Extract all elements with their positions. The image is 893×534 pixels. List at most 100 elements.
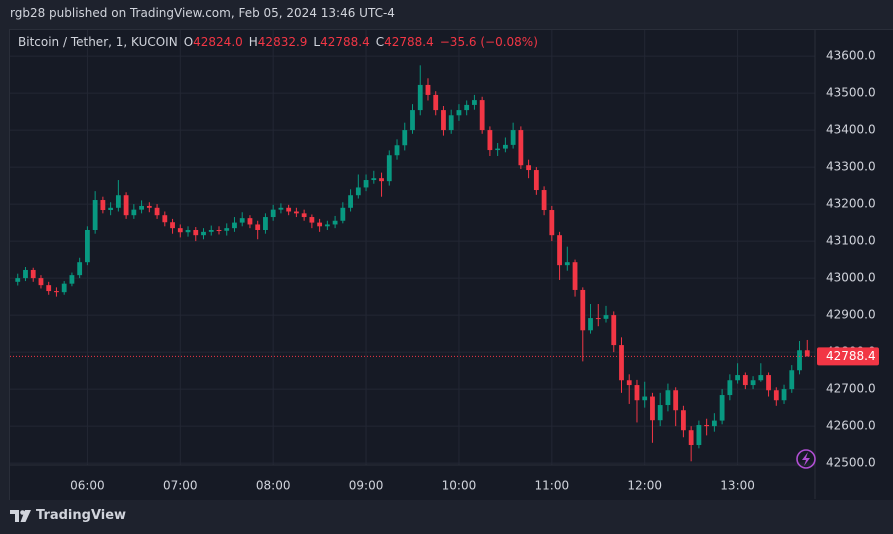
legend: Bitcoin / Tether, 1, KUCOIN O 42824.0 H 42… bbox=[18, 35, 538, 49]
alert-icon[interactable] bbox=[796, 449, 816, 469]
candle-body bbox=[681, 410, 686, 431]
candle-body bbox=[69, 275, 75, 284]
candle-body bbox=[665, 390, 671, 406]
candle-body bbox=[208, 230, 214, 232]
y-tick-label: 42700.0 bbox=[826, 382, 876, 396]
candle-body bbox=[549, 210, 555, 236]
candle-body bbox=[131, 209, 137, 216]
candle-body bbox=[479, 100, 485, 131]
candle-body bbox=[735, 375, 740, 381]
candle-body bbox=[572, 262, 578, 290]
y-tick-label: 43300.0 bbox=[826, 160, 876, 174]
candle-body bbox=[386, 155, 392, 182]
candle-body bbox=[108, 207, 114, 211]
y-tick-label: 43200.0 bbox=[826, 197, 876, 211]
y-tick-label: 42900.0 bbox=[826, 308, 876, 322]
x-tick-label: 11:00 bbox=[535, 479, 570, 493]
footer[interactable]: TradingView bbox=[10, 508, 126, 523]
candle-body bbox=[224, 228, 230, 231]
y-tick-label: 42600.0 bbox=[826, 419, 876, 433]
candle-body bbox=[394, 145, 400, 156]
candle-body bbox=[518, 130, 524, 166]
candle-body bbox=[185, 230, 191, 233]
y-tick-label: 43500.0 bbox=[826, 86, 876, 100]
candle-body bbox=[286, 207, 292, 212]
candle-body bbox=[410, 110, 415, 131]
candle-body bbox=[595, 318, 601, 320]
candle-body bbox=[781, 389, 787, 401]
candle-body bbox=[441, 110, 446, 131]
y-tick-label: 43600.0 bbox=[826, 49, 876, 63]
candle-body bbox=[564, 262, 570, 266]
candle-body bbox=[123, 195, 129, 216]
candle-body bbox=[270, 209, 276, 218]
ohlc-value: 42788.4 bbox=[320, 35, 370, 49]
ohlc-label: L bbox=[313, 35, 321, 49]
candle-body bbox=[54, 291, 59, 293]
candle-body bbox=[642, 396, 648, 401]
candle-body bbox=[170, 222, 175, 229]
candle-body bbox=[15, 278, 21, 282]
x-tick-label: 13:00 bbox=[720, 479, 755, 493]
ohlc-value: 42832.9 bbox=[257, 35, 308, 49]
candle-body bbox=[619, 345, 624, 381]
candle-body bbox=[324, 224, 330, 227]
candle-body bbox=[588, 318, 593, 331]
brand: TradingView bbox=[36, 508, 127, 523]
candle-body bbox=[332, 220, 338, 225]
ohlc-value: 42824.0 bbox=[193, 35, 243, 49]
candle-body bbox=[650, 396, 655, 421]
x-tick-label: 12:00 bbox=[627, 479, 662, 493]
candle-body bbox=[355, 187, 361, 196]
y-tick-label: 43400.0 bbox=[826, 123, 876, 137]
logo bbox=[10, 509, 31, 522]
publisher: rgb28 published on TradingView.com, Feb … bbox=[10, 6, 395, 20]
candle-body bbox=[363, 180, 369, 188]
candle-body bbox=[193, 230, 199, 236]
candle-body bbox=[371, 178, 377, 181]
candle-body bbox=[626, 380, 632, 386]
candle-body bbox=[742, 375, 748, 386]
candle-body bbox=[688, 430, 694, 446]
candle-body bbox=[495, 148, 501, 151]
candle-body bbox=[696, 425, 702, 446]
candle-body bbox=[255, 224, 261, 230]
candle-body bbox=[92, 200, 98, 230]
candle-body bbox=[704, 425, 710, 427]
candle-body bbox=[673, 390, 679, 411]
chart-panel bbox=[9, 29, 893, 500]
ohlc-value: 42788.4 bbox=[384, 35, 434, 49]
candle-body bbox=[162, 215, 168, 223]
candle-body bbox=[487, 130, 493, 151]
candle-body bbox=[379, 178, 384, 182]
candle-body bbox=[526, 165, 532, 171]
candle-body bbox=[61, 283, 67, 293]
change: −35.6 (−0.08%) bbox=[439, 35, 538, 49]
candle-body bbox=[340, 207, 346, 221]
candle-body bbox=[541, 190, 547, 211]
candle-body bbox=[557, 235, 562, 266]
ohlc-label: O bbox=[183, 35, 194, 49]
candle-body bbox=[750, 380, 756, 386]
x-tick-label: 07:00 bbox=[163, 479, 198, 493]
candle-body bbox=[634, 385, 640, 401]
candle-body bbox=[502, 144, 508, 149]
y-tick-label: 43100.0 bbox=[826, 234, 876, 248]
candle-body bbox=[773, 390, 779, 401]
candle-body bbox=[46, 285, 52, 292]
candle-body bbox=[278, 207, 284, 210]
candle-body bbox=[417, 84, 423, 111]
candle-body bbox=[23, 269, 28, 279]
candle-body bbox=[472, 100, 477, 105]
candle-body bbox=[425, 84, 431, 95]
candle-body bbox=[727, 380, 733, 396]
candle-body bbox=[657, 405, 663, 421]
candle-body bbox=[510, 130, 516, 145]
candle-body bbox=[77, 262, 83, 276]
ohlc-label: C bbox=[375, 35, 385, 49]
candle-body bbox=[232, 222, 237, 229]
candle-body bbox=[146, 205, 152, 208]
candle-body bbox=[711, 420, 717, 427]
last-price-tag bbox=[817, 347, 879, 366]
